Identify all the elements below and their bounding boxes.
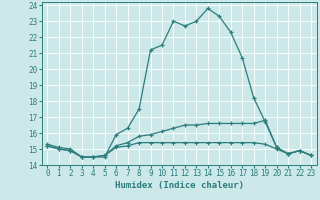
X-axis label: Humidex (Indice chaleur): Humidex (Indice chaleur) bbox=[115, 181, 244, 190]
